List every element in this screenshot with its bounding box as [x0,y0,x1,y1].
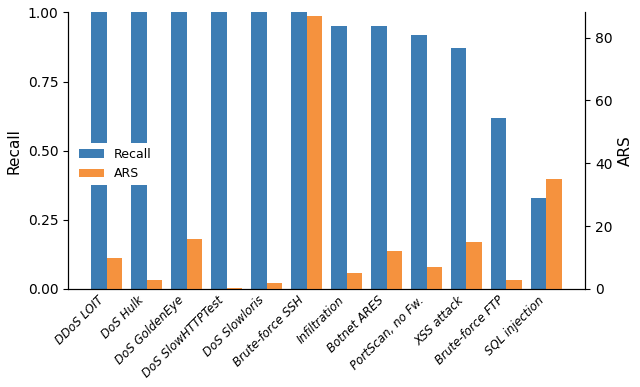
Bar [426,267,442,289]
Bar [187,239,202,289]
Bar [531,198,547,289]
Bar [131,12,147,289]
Y-axis label: Recall: Recall [7,128,22,174]
Bar [547,179,562,289]
Bar [371,26,387,289]
Bar [467,242,482,289]
Bar [227,288,242,289]
Bar [346,273,362,289]
Bar [307,15,322,289]
Bar [92,12,107,289]
Bar [451,48,467,289]
Bar [211,12,227,289]
Bar [147,279,162,289]
Bar [107,257,122,289]
Bar [492,118,506,289]
Bar [252,12,267,289]
Bar [506,279,522,289]
Bar [291,12,307,289]
Bar [412,34,426,289]
Y-axis label: ARS: ARS [618,135,633,166]
Bar [387,251,402,289]
Bar [172,12,187,289]
Bar [267,283,282,289]
Bar [332,26,346,289]
Legend: Recall, ARS: Recall, ARS [74,143,157,185]
